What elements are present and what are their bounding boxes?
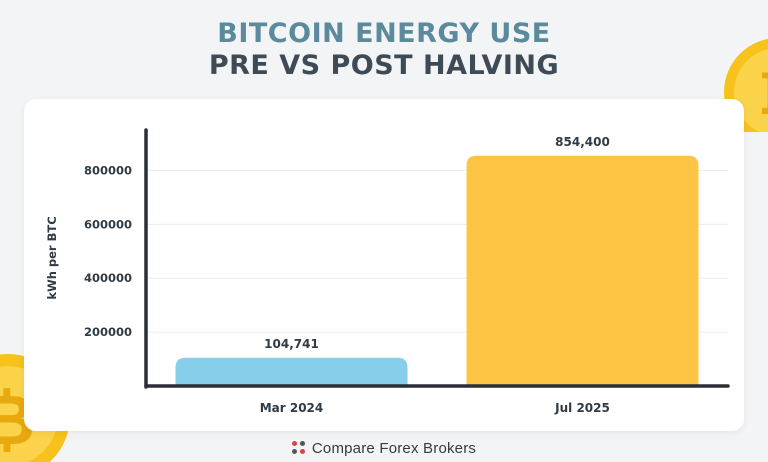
svg-text:₿: ₿ [758,59,768,129]
bar-jul-2025 [466,155,699,386]
data-label: 854,400 [555,135,610,149]
y-tick-label: 800000 [84,163,132,177]
y-tick-label: 600000 [84,217,132,231]
compare-forex-brokers-logo-icon [291,441,306,455]
y-tick-label: 400000 [84,271,132,285]
y-tick-label: 200000 [84,325,132,339]
chart-title-line-2: PRE VS POST HALVING [208,50,560,81]
brand-footer: Compare Forex Brokers [0,438,768,458]
brand-name: Compare Forex Brokers [311,439,477,457]
chart-title-line-1: BITCOIN ENERGY USE [217,18,551,49]
y-axis-label: kWh per BTC [45,216,59,299]
x-tick-label: Mar 2024 [260,401,324,415]
x-tick-label: Jul 2025 [554,401,610,415]
data-label: 104,741 [264,337,319,351]
bar-mar-2024 [175,357,408,386]
